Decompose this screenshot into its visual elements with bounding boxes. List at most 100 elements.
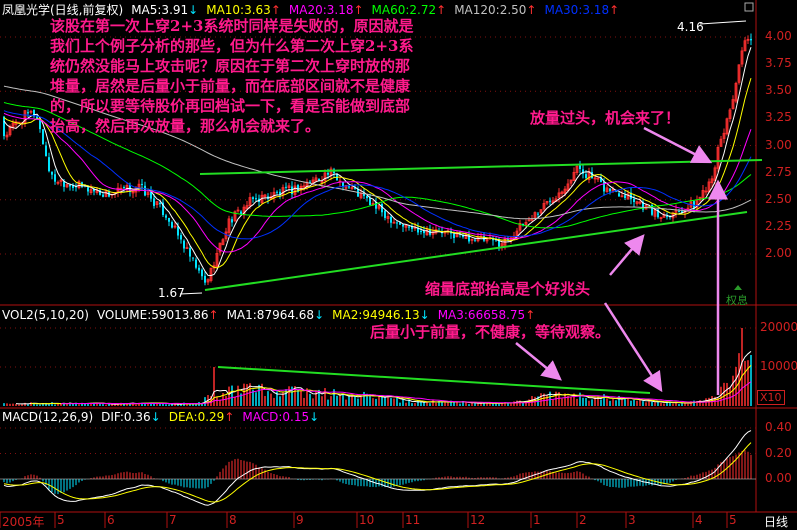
ma-item: MA30:3.18↑ — [544, 3, 619, 17]
vol-value: MA2:94946.13 — [332, 308, 420, 322]
candle — [116, 187, 120, 193]
candle — [363, 192, 365, 196]
candle — [551, 200, 555, 204]
candle — [233, 211, 237, 222]
candle — [255, 198, 257, 200]
stock-title: 凤凰光学(日线,前复权) — [2, 3, 124, 17]
candle — [168, 217, 170, 222]
candle — [740, 50, 744, 65]
high-pointer-arrow-icon — [699, 20, 747, 25]
low-pointer-arrow-icon — [179, 292, 203, 295]
period-label[interactable]: 日线 — [764, 515, 789, 529]
candle — [423, 230, 425, 234]
macd-legend: DIF:0.36↓ DEA:0.29↑ MACD:0.15↓ — [101, 410, 319, 424]
candle — [402, 224, 404, 227]
candle — [350, 187, 354, 190]
candle — [537, 213, 539, 215]
candle — [192, 257, 194, 259]
candle — [545, 200, 549, 204]
annotation-line: 统仍然没能马上攻击呢？原因在于第二次上穿时放的那 — [50, 57, 411, 75]
candle — [72, 185, 74, 188]
candle — [386, 216, 390, 219]
macd-title: MACD(12,26,9) — [2, 410, 94, 424]
candle — [39, 120, 41, 130]
volume-trendline — [217, 366, 651, 394]
arrow-up-icon: ↑ — [353, 2, 364, 17]
month-tick: 7 — [169, 513, 177, 527]
candle — [563, 188, 567, 194]
candle — [366, 196, 368, 199]
candle — [272, 191, 276, 198]
candle — [539, 209, 543, 214]
high-price-label: 4.16 — [677, 20, 704, 34]
candle — [638, 201, 642, 204]
candle — [45, 145, 47, 157]
ex-rights-marker[interactable]: 权息 — [726, 294, 748, 307]
candle — [54, 174, 56, 182]
candle — [327, 172, 329, 175]
ma-value: MA10:3.63 — [206, 2, 271, 17]
candle — [492, 238, 494, 241]
month-tick: 12 — [470, 513, 486, 527]
price-header: 凤凰光学(日线,前复权) MA5:3.91↓ MA10:3.63 ↑ MA20:3.1… — [2, 1, 619, 18]
candle — [206, 279, 210, 283]
month-tick: 9 — [296, 513, 304, 527]
candle — [743, 40, 747, 52]
candle — [276, 191, 278, 193]
candle — [618, 193, 620, 197]
candle — [51, 171, 53, 175]
candle — [609, 188, 611, 192]
candle — [204, 275, 206, 283]
window-restore-icon[interactable] — [744, 2, 754, 12]
candle — [318, 178, 320, 181]
candle — [33, 110, 35, 117]
candle — [659, 217, 663, 220]
candle — [392, 221, 396, 224]
candle — [302, 185, 306, 188]
candle — [27, 112, 29, 114]
candle — [390, 216, 392, 223]
candle — [89, 189, 93, 194]
candle — [557, 192, 561, 198]
ma-value: MA5:3.91 — [131, 2, 189, 17]
candle — [99, 190, 101, 195]
candle — [396, 222, 398, 224]
candle — [549, 200, 551, 202]
candle — [165, 215, 167, 218]
candle — [146, 192, 150, 196]
candle — [470, 238, 474, 241]
candle — [425, 229, 429, 236]
ma30-line — [3, 110, 752, 240]
candle — [725, 118, 729, 135]
price-tick: 2.75 — [765, 164, 792, 179]
candle — [375, 202, 377, 209]
candle — [183, 240, 185, 249]
macd-value: DIF:0.36 — [101, 410, 151, 424]
candle — [48, 157, 50, 172]
ex-rights-triangle-icon — [734, 285, 742, 290]
candle — [728, 109, 732, 119]
vol-item: VOLUME:59013.86↑ — [97, 308, 219, 322]
volume-title: VOL2(5,10,20) — [2, 308, 89, 322]
macd-item: DEA:0.29↑ — [169, 410, 235, 424]
candle — [123, 187, 125, 189]
month-tick: 4 — [695, 513, 703, 527]
candle — [722, 132, 726, 139]
arrow-down-icon: ↓ — [150, 410, 161, 424]
macd-item: MACD:0.15↓ — [242, 410, 319, 424]
macd-tick: 0.00 — [765, 471, 792, 485]
volume-ma20-line — [61, 381, 752, 405]
candle — [377, 204, 381, 209]
candle — [173, 225, 177, 228]
support-trendline — [204, 211, 748, 291]
price-tick: 2.25 — [765, 218, 792, 233]
ma-item: MA5:3.91↓ — [131, 3, 198, 17]
candle — [198, 267, 200, 271]
pink-arrow-icon — [643, 126, 713, 164]
ma-value: MA20:3.18 — [288, 2, 354, 17]
annotation-line: 我们上个例子分析的那些，但为什么第二次上穿2+3系 — [50, 37, 414, 55]
candle — [201, 269, 203, 277]
candle — [408, 226, 410, 228]
candle — [63, 181, 65, 187]
